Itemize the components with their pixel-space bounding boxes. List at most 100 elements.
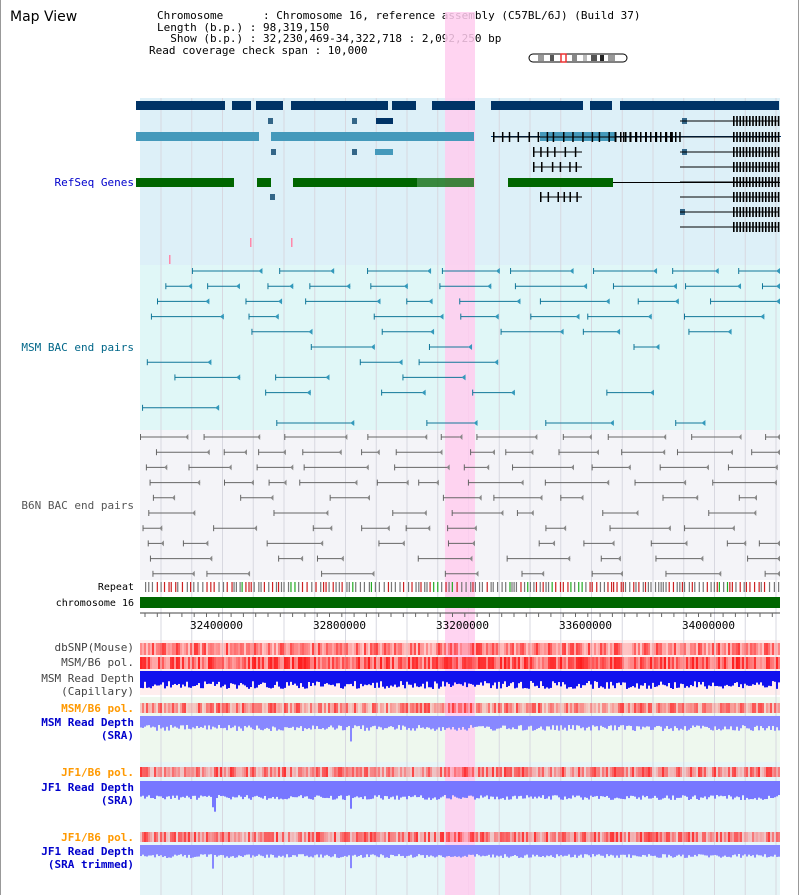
jf1-pol-2-heat [734,832,736,842]
dbsnp-heat [622,643,624,655]
msm-pol-heat [276,657,278,669]
msm-pol-heat [384,657,386,669]
jf1-depth-trim-bar [482,845,484,856]
jf1-pol-heat [732,767,734,777]
jf1-depth-trim-bar [216,845,218,857]
jf1-pol-heat [690,767,692,777]
jf1-pol-heat [484,767,486,777]
jf1-depth-sra-bar [256,781,258,796]
jf1-depth-trim-bar [506,845,508,857]
msm-depth-sra-bar [234,716,236,726]
jf1-pol-heat [480,767,482,777]
refseq-genes-label[interactable]: RefSeq Genes [54,176,134,189]
msm-pol-heat [568,657,570,669]
jf1-depth-trim-bar [664,845,666,855]
jf1-pol-2-heat [162,832,164,842]
refseq-exon [758,177,761,187]
refseq-exon [533,147,535,157]
msm-depth-sra-bar [514,716,516,729]
refseq-exon [774,207,777,217]
jf1-depth-trim-bar [434,845,436,858]
b6n-bac-end [777,434,780,440]
refseq-gene-gap [475,101,490,110]
jf1-depth-sra-bar [636,781,638,799]
msm-pol-2-heat [446,703,448,713]
msm-pol-heat [236,657,238,669]
jf1-pol-heat [410,767,412,777]
jf1-pol-heat [246,767,248,777]
msm-bac-label[interactable]: MSM BAC end pairs [21,341,134,354]
jf1-pol-2-heat [582,832,584,842]
dbsnp-heat [510,643,512,655]
msm-depth-capillary-bar [182,671,184,685]
jf1-depth-trim-bar [504,845,506,855]
repeat-mark [551,582,553,592]
msm-depth-sra-bar [758,716,760,731]
repeat-mark [315,582,317,592]
msm-pol-2-heat [478,703,480,713]
msm-pol-heat [198,657,200,669]
repeat-mark [283,582,285,592]
msm-depth-capillary-label: MSM Read Depth (Capillary) [41,672,134,698]
msm-depth-capillary-bar [382,671,384,687]
jf1-pol-heat [646,767,648,777]
jf1-pol-heat [294,767,296,777]
repeat-mark [420,582,422,592]
refseq-exon [777,147,780,157]
b6n-bac-end [570,464,574,471]
jf1-depth-trim-bar [624,845,626,855]
msm-depth-sra-bar [510,716,512,730]
repeat-mark [735,582,737,592]
jf1-depth-trim-bar [446,845,448,857]
msm-pol-2-heat [628,703,630,713]
jf1-pol-2-heat [146,832,148,842]
msm-pol-2-heat [174,703,176,713]
msm-pol-heat [654,657,656,669]
msm-pol-heat [398,657,400,669]
msm-depth-capillary-bar [600,671,602,687]
jf1-depth-sra-bar [364,781,366,797]
jf1-pol-2-heat [432,832,434,842]
jf1-pol-heat [402,767,404,777]
b6n-bac-label[interactable]: B6N BAC end pairs [21,499,134,512]
msm-pol-2-heat [668,703,670,713]
msm-depth-sra-bar [728,716,730,730]
refseq-exon [742,192,745,202]
msm-depth-capillary-bar [656,671,658,687]
jf1-pol-2-heat [174,832,176,842]
msm-bac-end [258,268,263,274]
jf1-depth-trim-bar [552,845,554,857]
msm-pol-heat [142,657,144,669]
jf1-depth-sra-bar [276,781,278,797]
msm-pol-2-heat [560,703,562,713]
jf1-depth-sra-bar [436,781,438,800]
msm-depth-capillary-bar [700,671,702,685]
msm-bac-end [427,268,432,274]
msm-pol-2-heat [686,703,688,713]
jf1-pol-2-heat [496,832,498,842]
jf1-depth-sra-bar [154,781,156,800]
msm-depth-sra-bar [576,716,578,726]
msm-depth-capillary-bar [592,671,594,689]
chromosome-ideogram[interactable] [528,52,630,64]
msm-bac-end [306,389,311,396]
msm-pol-heat [594,657,596,669]
msm-depth-sra-bar [686,716,688,731]
repeat-mark [271,582,274,592]
msm-depth-sra-bar [722,716,724,730]
msm-depth-capillary-bar [292,671,294,685]
msm-depth-capillary-bar [186,671,188,682]
msm-pol-2-heat [764,703,766,713]
dbsnp-heat [268,643,270,655]
msm-pol-heat [348,657,350,669]
refseq-exon [749,162,751,172]
msm-pol-2-heat [276,703,278,713]
msm-depth-sra-bar [254,716,256,730]
jf1-pol-2-heat [342,832,344,842]
jf1-depth-sra-bar [474,781,476,800]
msm-pol-2-heat [416,703,418,713]
jf1-pol-heat [154,767,156,777]
msm-pol-heat [650,657,652,669]
jf1-depth-sra-bar [658,781,660,800]
